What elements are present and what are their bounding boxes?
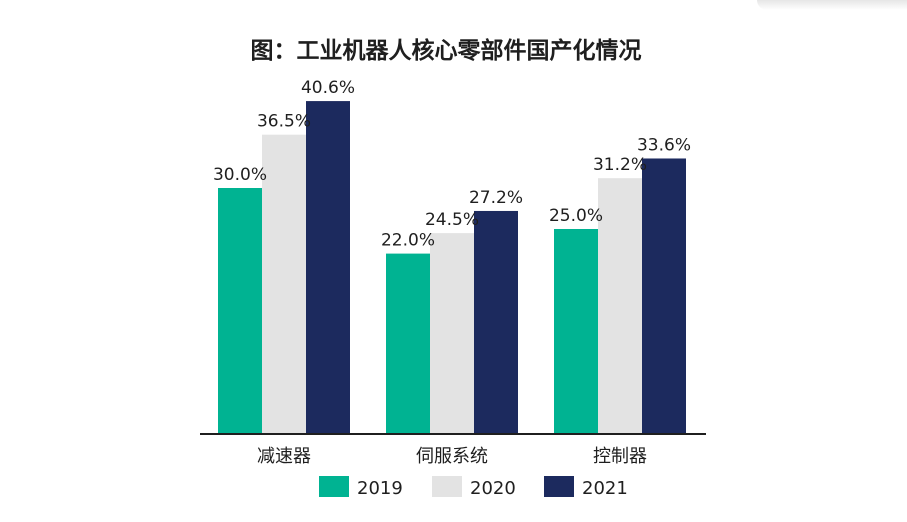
bar-2020-1	[430, 233, 474, 434]
corner-shade	[757, 0, 907, 10]
bar-2021-2	[642, 158, 686, 435]
bar-2019-1	[386, 253, 430, 434]
chart-title: 图：工业机器人核心零部件国产化情况	[251, 37, 642, 64]
bar-2021-0	[306, 101, 350, 434]
bar-2020-0	[262, 134, 306, 434]
data-label-2019-1: 22.0%	[381, 231, 435, 251]
legend-swatch-2021	[544, 476, 574, 497]
data-label-2019-0: 30.0%	[213, 165, 267, 185]
bar-2019-2	[554, 229, 598, 434]
category-label-0: 减速器	[257, 446, 311, 467]
category-labels-layer: 减速器 伺服系统 控制器	[257, 446, 647, 467]
data-label-2021-0: 40.6%	[301, 78, 355, 98]
bar-2020-2	[598, 178, 642, 434]
data-label-2020-0: 36.5%	[257, 112, 311, 132]
legend-label-2019: 2019	[357, 478, 403, 499]
legend-swatch-2019	[319, 476, 349, 497]
bar-2019-0	[218, 188, 262, 434]
data-label-2020-2: 31.2%	[593, 155, 647, 175]
category-label-2: 控制器	[593, 446, 647, 467]
data-label-2019-2: 25.0%	[549, 206, 603, 226]
data-labels-layer: 30.0% 36.5% 40.6% 22.0%24.5%27.2% 25.0% 31.2%…	[213, 78, 691, 251]
data-label-2021-1: 27.2%	[469, 188, 523, 208]
bar-2021-1	[474, 210, 518, 434]
legend: 2019 2020 2021	[319, 476, 628, 499]
data-label-2021-2: 33.6%	[637, 135, 691, 155]
category-label-1: 伺服系统	[416, 446, 488, 467]
data-label-2020-1: 24.5%	[425, 210, 479, 230]
legend-swatch-2020	[432, 476, 462, 497]
legend-label-2021: 2021	[582, 478, 628, 499]
legend-label-2020: 2020	[470, 478, 516, 499]
bars-layer	[218, 101, 686, 435]
